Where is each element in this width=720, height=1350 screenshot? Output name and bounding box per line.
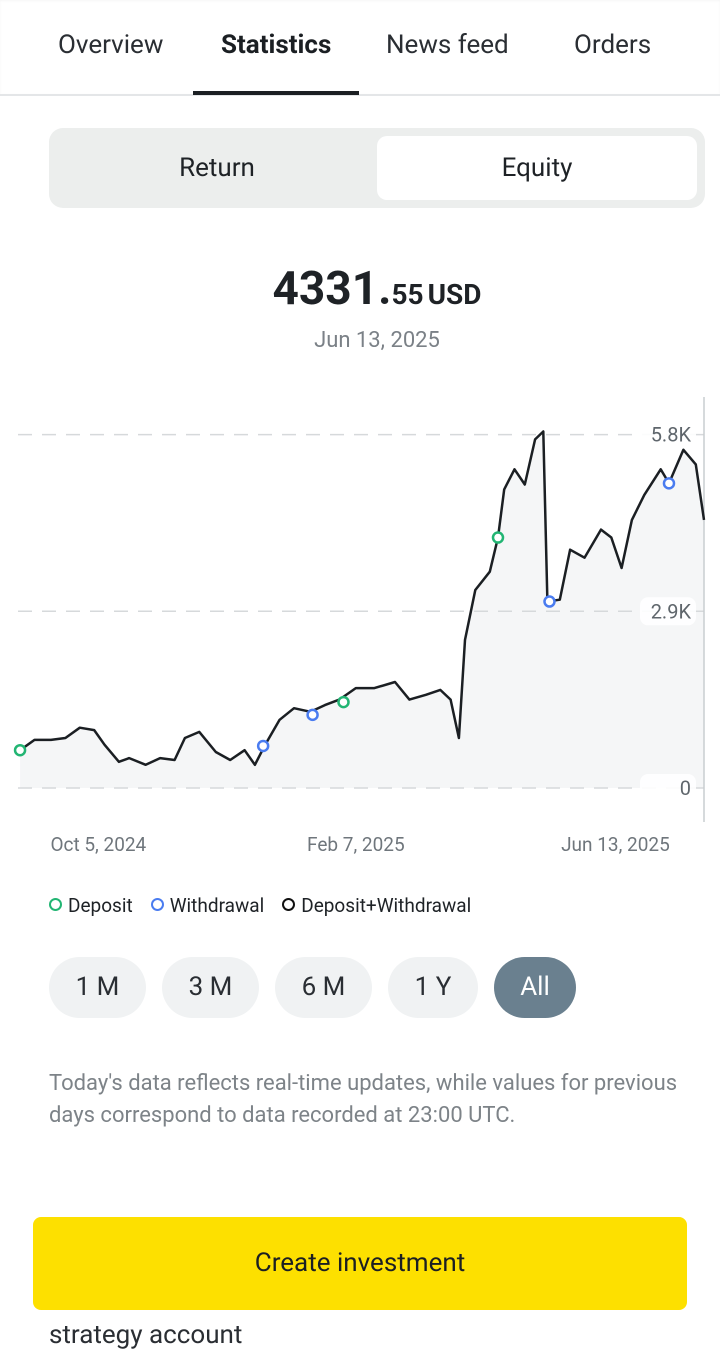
legend-swatch: [282, 898, 296, 911]
y-tick-label-bg: [640, 774, 696, 802]
toggle-option[interactable]: Equity: [377, 136, 697, 200]
period-button[interactable]: 1 M: [49, 957, 146, 1018]
y-tick-label: 2.9K: [651, 599, 692, 623]
tab-underline: [193, 91, 359, 95]
tab-bar: Overview Statistics News feed Orders: [0, 0, 720, 96]
note: Today's data reflects real-time updates,…: [49, 1071, 678, 1128]
tab[interactable]: Statistics: [221, 30, 332, 60]
period-button[interactable]: 6 M: [275, 957, 372, 1018]
x-tick-label: Oct 5, 2024: [50, 833, 146, 856]
toggle: Return Equity: [49, 128, 705, 208]
legend-item: Deposit: [49, 894, 133, 917]
marker: [543, 595, 556, 608]
value-main: 4331.: [272, 262, 392, 316]
legend-swatch: [49, 898, 62, 911]
marker: [306, 708, 319, 722]
tab[interactable]: Overview: [58, 30, 164, 60]
marker: [491, 531, 505, 544]
headline: 4331.55 USD: [0, 262, 720, 316]
period-button[interactable]: 3 M: [162, 957, 259, 1018]
marker: [337, 695, 350, 709]
y-tick-label: 0: [680, 776, 691, 800]
currency: USD: [427, 278, 482, 311]
footer-text: strategy account: [49, 1320, 243, 1350]
legend: Deposit Withdrawal Deposit+Withdrawal: [49, 894, 489, 922]
marker: [13, 743, 27, 757]
equity-line: [19, 430, 706, 767]
y-tick-label: 5.8K: [651, 423, 692, 447]
marker: [662, 477, 676, 490]
legend-label: Withdrawal: [169, 894, 265, 917]
period-button[interactable]: 1 Y: [388, 957, 478, 1018]
period-button[interactable]: All: [494, 957, 576, 1018]
legend-label: Deposit: [68, 894, 133, 917]
value-fraction: 55: [391, 278, 424, 311]
headline-date: Jun 13, 2025: [314, 328, 440, 353]
legend-swatch: [150, 898, 164, 911]
x-tick-label: Feb 7, 2025: [307, 833, 405, 856]
tab[interactable]: News feed: [386, 30, 509, 60]
marker: [256, 739, 270, 753]
legend-item: Deposit+Withdrawal: [282, 894, 471, 917]
x-tick-label: Jun 13, 2025: [561, 833, 670, 856]
area: [20, 431, 705, 788]
legend-label: Deposit+Withdrawal: [301, 894, 472, 917]
y-tick-label-bg: [640, 420, 696, 449]
tab[interactable]: Orders: [574, 30, 652, 60]
chart: 0 2.9K 5.8K Oct 5, 2024 Feb 7, 2025 Jun 13, 2…: [13, 397, 706, 856]
legend-item: Withdrawal: [150, 894, 265, 917]
toggle-option[interactable]: Return: [179, 153, 255, 183]
create-investment-button[interactable]: Create investment: [33, 1217, 687, 1310]
y-tick-label-bg: [640, 597, 696, 626]
